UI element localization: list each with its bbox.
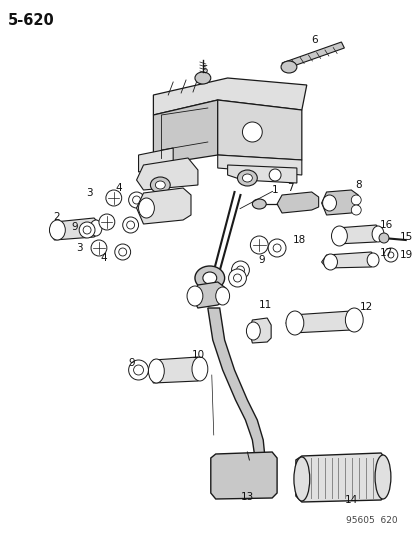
Polygon shape bbox=[285, 311, 357, 333]
Text: 3: 3 bbox=[85, 188, 92, 198]
Text: 9: 9 bbox=[71, 222, 77, 232]
Text: 15: 15 bbox=[399, 232, 412, 242]
Ellipse shape bbox=[242, 122, 261, 142]
Text: 3: 3 bbox=[76, 243, 82, 253]
Ellipse shape bbox=[132, 196, 140, 204]
Polygon shape bbox=[148, 357, 202, 383]
Polygon shape bbox=[207, 308, 265, 460]
Text: 4: 4 bbox=[115, 183, 122, 193]
Polygon shape bbox=[227, 165, 296, 183]
Text: 2: 2 bbox=[53, 212, 59, 222]
Text: 5: 5 bbox=[201, 65, 208, 75]
Ellipse shape bbox=[383, 248, 397, 262]
Text: 10: 10 bbox=[191, 350, 204, 360]
Text: 11: 11 bbox=[258, 300, 271, 310]
Text: 1: 1 bbox=[271, 185, 278, 195]
Polygon shape bbox=[321, 190, 357, 215]
Ellipse shape bbox=[344, 308, 362, 332]
Polygon shape bbox=[153, 78, 306, 115]
Polygon shape bbox=[249, 318, 271, 343]
Ellipse shape bbox=[285, 311, 303, 335]
Text: 9: 9 bbox=[128, 358, 135, 368]
Polygon shape bbox=[217, 100, 301, 160]
Ellipse shape bbox=[293, 457, 309, 501]
Ellipse shape bbox=[233, 274, 241, 282]
Ellipse shape bbox=[128, 360, 148, 380]
Text: 7: 7 bbox=[286, 183, 292, 193]
Ellipse shape bbox=[155, 181, 165, 189]
Ellipse shape bbox=[351, 195, 360, 205]
Ellipse shape bbox=[195, 266, 224, 290]
Ellipse shape bbox=[252, 199, 266, 209]
Polygon shape bbox=[295, 453, 385, 502]
Polygon shape bbox=[153, 100, 217, 165]
Ellipse shape bbox=[133, 365, 143, 375]
Ellipse shape bbox=[273, 244, 280, 252]
Ellipse shape bbox=[192, 357, 207, 381]
Ellipse shape bbox=[83, 226, 91, 234]
Text: 19: 19 bbox=[399, 250, 412, 260]
Text: 13: 13 bbox=[240, 492, 254, 502]
Text: 6: 6 bbox=[311, 35, 317, 45]
Text: 95605  620: 95605 620 bbox=[345, 516, 396, 525]
Ellipse shape bbox=[187, 286, 202, 306]
Ellipse shape bbox=[138, 198, 154, 218]
Ellipse shape bbox=[322, 195, 336, 211]
Ellipse shape bbox=[126, 221, 134, 229]
Polygon shape bbox=[281, 42, 344, 69]
Ellipse shape bbox=[148, 359, 164, 383]
Ellipse shape bbox=[195, 72, 210, 84]
Ellipse shape bbox=[128, 192, 144, 208]
Ellipse shape bbox=[90, 220, 102, 236]
Polygon shape bbox=[331, 225, 380, 244]
Ellipse shape bbox=[378, 233, 388, 243]
Polygon shape bbox=[190, 282, 225, 308]
Ellipse shape bbox=[91, 240, 107, 256]
Ellipse shape bbox=[250, 236, 268, 254]
Ellipse shape bbox=[246, 322, 260, 340]
Ellipse shape bbox=[50, 220, 65, 240]
Ellipse shape bbox=[280, 61, 296, 73]
Text: 9: 9 bbox=[257, 255, 264, 265]
Polygon shape bbox=[136, 188, 190, 224]
Ellipse shape bbox=[268, 239, 285, 257]
Text: 16: 16 bbox=[378, 220, 392, 230]
Ellipse shape bbox=[323, 254, 337, 270]
Ellipse shape bbox=[202, 272, 216, 284]
Text: 12: 12 bbox=[358, 302, 372, 312]
Polygon shape bbox=[321, 252, 375, 268]
Polygon shape bbox=[136, 158, 197, 190]
Ellipse shape bbox=[268, 169, 280, 181]
Ellipse shape bbox=[371, 226, 383, 242]
Polygon shape bbox=[276, 192, 318, 213]
Ellipse shape bbox=[99, 214, 114, 230]
Polygon shape bbox=[217, 155, 301, 175]
Polygon shape bbox=[210, 452, 276, 499]
Ellipse shape bbox=[79, 222, 95, 238]
Ellipse shape bbox=[387, 252, 393, 258]
Ellipse shape bbox=[114, 244, 131, 260]
Ellipse shape bbox=[237, 170, 256, 186]
Text: 5-620: 5-620 bbox=[8, 13, 55, 28]
Text: 8: 8 bbox=[354, 180, 361, 190]
Ellipse shape bbox=[150, 177, 170, 193]
Text: 4: 4 bbox=[100, 253, 107, 263]
Ellipse shape bbox=[351, 205, 360, 215]
Ellipse shape bbox=[119, 248, 126, 256]
Text: 18: 18 bbox=[292, 235, 306, 245]
Ellipse shape bbox=[374, 455, 390, 499]
Ellipse shape bbox=[331, 226, 347, 246]
Ellipse shape bbox=[242, 174, 252, 182]
Polygon shape bbox=[50, 218, 99, 240]
Ellipse shape bbox=[122, 217, 138, 233]
Ellipse shape bbox=[228, 269, 246, 287]
Text: 14: 14 bbox=[344, 495, 357, 505]
Polygon shape bbox=[138, 148, 173, 172]
Ellipse shape bbox=[106, 190, 121, 206]
Ellipse shape bbox=[236, 266, 244, 274]
Text: 17: 17 bbox=[378, 248, 392, 258]
Ellipse shape bbox=[215, 287, 229, 305]
Ellipse shape bbox=[366, 253, 378, 267]
Ellipse shape bbox=[231, 261, 249, 279]
